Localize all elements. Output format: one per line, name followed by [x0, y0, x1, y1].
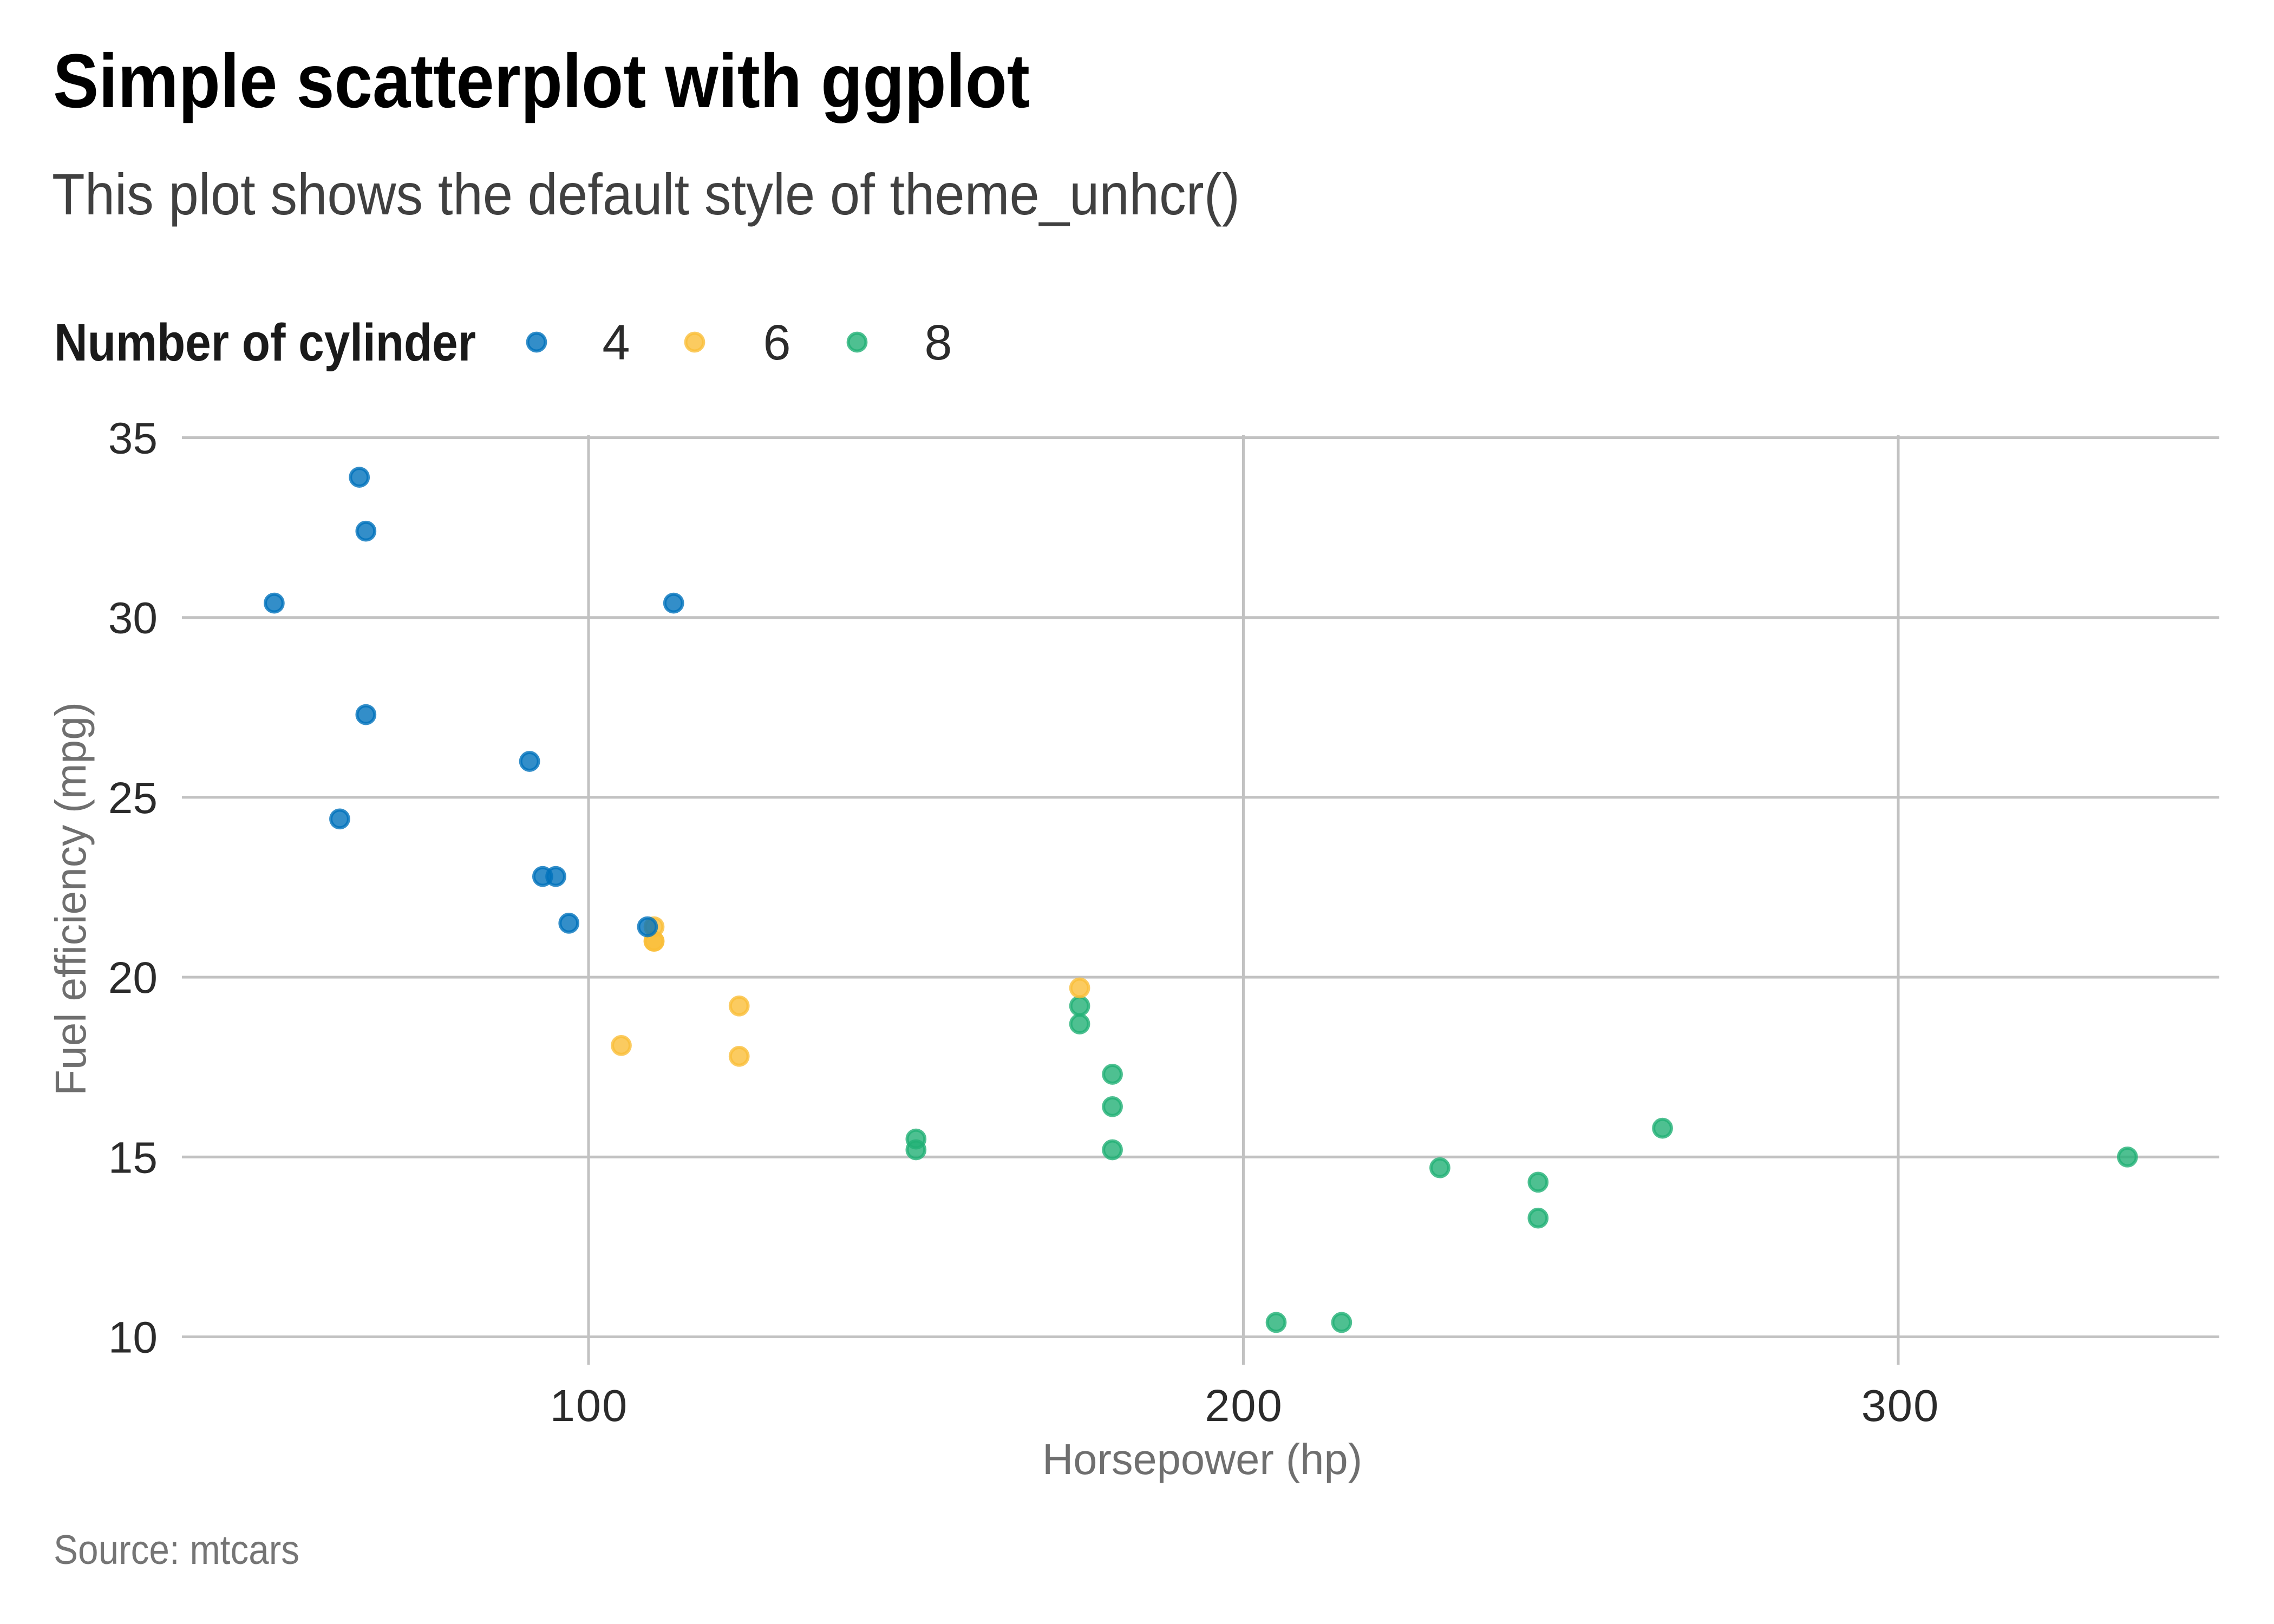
svg-text:20: 20 [108, 953, 158, 1003]
svg-text:8: 8 [924, 315, 952, 370]
svg-text:Horsepower (hp): Horsepower (hp) [1042, 1435, 1362, 1483]
svg-text:Source: mtcars: Source: mtcars [54, 1527, 299, 1573]
svg-text:100: 100 [550, 1380, 628, 1431]
svg-text:25: 25 [108, 774, 158, 823]
svg-text:300: 300 [1861, 1380, 1939, 1431]
svg-text:This plot shows the default st: This plot shows the default style of the… [52, 161, 1240, 227]
svg-text:Simple scatterplot with ggplot: Simple scatterplot with ggplot [53, 38, 1030, 123]
svg-text:15: 15 [108, 1133, 158, 1182]
svg-text:200: 200 [1205, 1380, 1283, 1431]
svg-text:Number of cylinder: Number of cylinder [54, 313, 476, 372]
svg-text:6: 6 [763, 315, 790, 370]
svg-text:4: 4 [602, 315, 630, 370]
svg-text:35: 35 [108, 414, 158, 463]
svg-text:Fuel efficiency (mpg): Fuel efficiency (mpg) [47, 702, 95, 1096]
svg-text:10: 10 [108, 1313, 158, 1363]
svg-text:30: 30 [108, 594, 158, 643]
